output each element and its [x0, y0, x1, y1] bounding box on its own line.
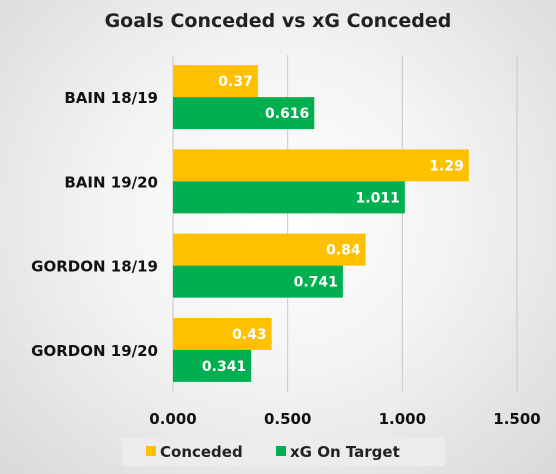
category-label-bain-19-20: BAIN 19/20 — [64, 173, 158, 191]
bar-conceded-bain-18-19 — [173, 65, 258, 98]
chart-title: Goals Conceded vs xG Conceded — [105, 10, 452, 32]
value-label-conceded-gordon-18-19: 0.84 — [326, 243, 361, 259]
value-label-conceded-bain-18-19: 0.37 — [218, 74, 253, 90]
value-label-xg-on-target-bain-19-20: 1.011 — [356, 190, 400, 206]
bar-xg-on-target-gordon-19-20 — [173, 349, 252, 382]
legend-swatch-conceded — [146, 446, 156, 456]
legend: Conceded xG On Target — [122, 438, 445, 466]
legend-label-conceded: Conceded — [160, 443, 243, 461]
legend-label-xg-on-target: xG On Target — [290, 443, 400, 461]
value-label-conceded-gordon-19-20: 0.43 — [232, 327, 267, 343]
bar-conceded-bain-19-20 — [173, 149, 469, 182]
category-label-gordon-18-19: GORDON 18/19 — [31, 258, 158, 276]
legend-swatch-xg-on-target — [276, 446, 286, 456]
category-label-bain-18-19: BAIN 18/19 — [64, 89, 158, 107]
value-label-conceded-bain-19-20: 1.29 — [429, 158, 464, 174]
bar-conceded-gordon-18-19 — [173, 233, 366, 266]
bar-xg-on-target-bain-18-19 — [173, 97, 315, 130]
x-tick-label: 0.000 — [149, 410, 196, 428]
category-labels: BAIN 18/19 BAIN 19/20 GORDON 18/19 GORDON 1… — [31, 89, 158, 360]
bars — [173, 65, 469, 382]
bar-conceded-gordon-19-20 — [173, 317, 272, 350]
x-tick-label: 1.500 — [493, 410, 540, 428]
value-label-xg-on-target-gordon-19-20: 0.341 — [202, 359, 246, 375]
category-label-gordon-19-20: GORDON 19/20 — [31, 342, 158, 360]
x-tick-label: 0.500 — [264, 410, 311, 428]
value-label-xg-on-target-bain-18-19: 0.616 — [265, 106, 309, 122]
value-labels: 0.37 0.616 1.29 1.011 0.84 0.741 0.43 0.341 — [202, 74, 464, 375]
bar-xg-on-target-bain-19-20 — [173, 181, 405, 214]
value-label-xg-on-target-gordon-18-19: 0.741 — [294, 275, 338, 291]
x-tick-labels: 0.000 0.500 1.000 1.500 — [149, 410, 540, 428]
bar-xg-on-target-gordon-18-19 — [173, 265, 343, 298]
x-tick-label: 1.000 — [379, 410, 426, 428]
